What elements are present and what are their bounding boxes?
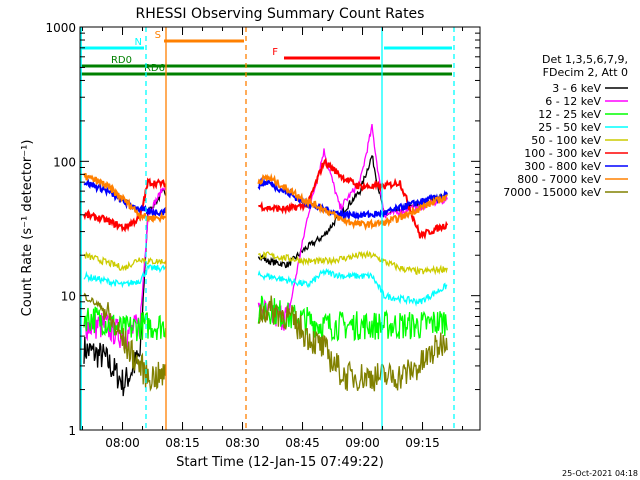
legend-entry-1: 3 - 6 keV: [552, 82, 601, 95]
x-tick-label-1: 08:00: [105, 436, 140, 450]
flag-label-n-2: N: [135, 37, 142, 48]
status-flags: S N F RD0 RD6: [80, 30, 452, 74]
series-line-4-segment-2: [258, 270, 447, 305]
flag-label-rd0-5: RD0: [111, 55, 132, 66]
series-lines: [84, 124, 447, 396]
flag-label-rd6-6: RD6: [144, 63, 165, 74]
footer-timestamp: 25-Oct-2021 04:18: [562, 469, 638, 478]
x-tick-label-3: 08:30: [225, 436, 260, 450]
chart-title: RHESSI Observing Summary Count Rates: [136, 6, 425, 22]
vertical-markers: [81, 27, 454, 430]
legend: Det 1,3,5,6,7,9,FDecim 2, Att 0 3 - 6 keV…: [503, 53, 628, 199]
x-tick-label-6: 09:15: [405, 436, 440, 450]
series-line-9-segment-2: [258, 296, 447, 392]
legend-entry-9: 7000 - 15000 keV: [503, 186, 601, 199]
legend-entry-4: 25 - 50 keV: [538, 121, 601, 134]
y-axis-label: Count Rate (s⁻¹ detector⁻¹): [20, 140, 35, 317]
axes: 08:00 08:15 08:30 08:45 09:00 09:15 1 10 100 1000: [45, 21, 480, 450]
x-axis-label: Start Time (12-Jan-15 07:49:22): [176, 455, 384, 470]
legend-entry-5: 50 - 100 keV: [531, 134, 601, 147]
legend-entry-2: 6 - 12 keV: [545, 95, 601, 108]
x-tick-label-5: 09:00: [345, 436, 380, 450]
count-rate-chart: RHESSI Observing Summary Count Rates Sta…: [0, 0, 640, 480]
x-tick-label-2: 08:15: [165, 436, 200, 450]
y-tick-label-4: 1000: [45, 21, 76, 35]
legend-entry-7: 300 - 800 keV: [524, 160, 601, 173]
flag-label-s-1: S: [155, 30, 161, 41]
legend-header-2: FDecim 2, Att 0: [543, 66, 628, 79]
legend-entry-3: 12 - 25 keV: [538, 108, 601, 121]
legend-entry-6: 100 - 300 keV: [524, 147, 601, 160]
legend-header-1: Det 1,3,5,6,7,9,: [542, 53, 628, 66]
y-tick-label-2: 10: [61, 290, 76, 304]
flag-label-f-4: F: [272, 47, 278, 58]
y-tick-label-3: 100: [53, 155, 76, 169]
y-tick-label-1: 1: [68, 424, 76, 438]
legend-entry-8: 800 - 7000 keV: [517, 173, 601, 186]
x-tick-label-4: 08:45: [285, 436, 320, 450]
